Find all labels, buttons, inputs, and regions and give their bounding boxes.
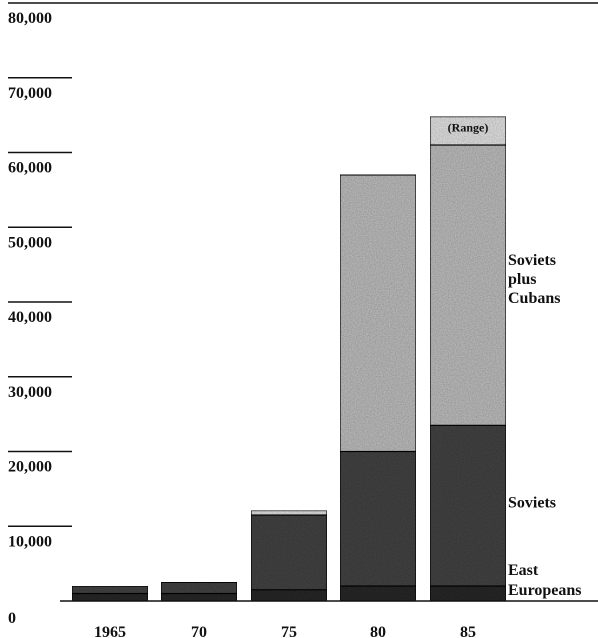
x-tick-label: 85 [460,624,476,638]
bar-segment [71,592,149,602]
bar-segment [250,514,328,591]
y-tick-label: 70,000 [8,85,52,102]
x-tick-label: 75 [281,624,297,638]
x-tick-label: 70 [191,624,207,638]
segment-labels: (Range) Soviets plus Cubans Soviets East Europ… [448,121,582,599]
y-tick-label: 50,000 [8,234,52,251]
bar-segment [160,581,238,595]
x-tick-label: 1965 [94,624,126,638]
bar-segment [429,116,507,146]
soviets-plus-cubans-label: Soviets [508,252,556,269]
bar-segment [339,450,417,587]
y-axis: 80,000 70,000 60,000 50,000 40,000 30,000 20,0… [8,2,598,627]
bar-segment [429,144,507,426]
bar-segment [71,585,149,595]
x-tick-label: 80 [370,624,386,638]
range-label: (Range) [448,121,489,135]
soviets-plus-cubans-label: Cubans [508,290,560,307]
soviets-label: Soviets [508,495,556,512]
bar-segment [250,509,328,516]
bar-segment [339,174,417,453]
soviets-plus-cubans-label: plus [508,271,536,288]
y-tick-label: 20,000 [8,459,52,476]
y-tick-label: 10,000 [8,533,52,550]
bar-segment [429,585,507,602]
bar-segment [339,585,417,602]
east-europeans-label: Europeans [508,582,582,599]
y-tick-label: 0 [8,610,16,627]
east-europeans-label: East [508,562,539,579]
bar-segment [429,424,507,587]
bar-segment [250,589,328,602]
x-axis: 1965 70 75 80 85 [60,600,598,638]
bar-segment [160,592,238,602]
bars [71,116,507,602]
y-tick-label: 30,000 [8,384,52,401]
y-tick-label: 60,000 [8,160,52,177]
y-tick-label: 40,000 [8,309,52,326]
y-tick-label: 80,000 [8,10,52,27]
